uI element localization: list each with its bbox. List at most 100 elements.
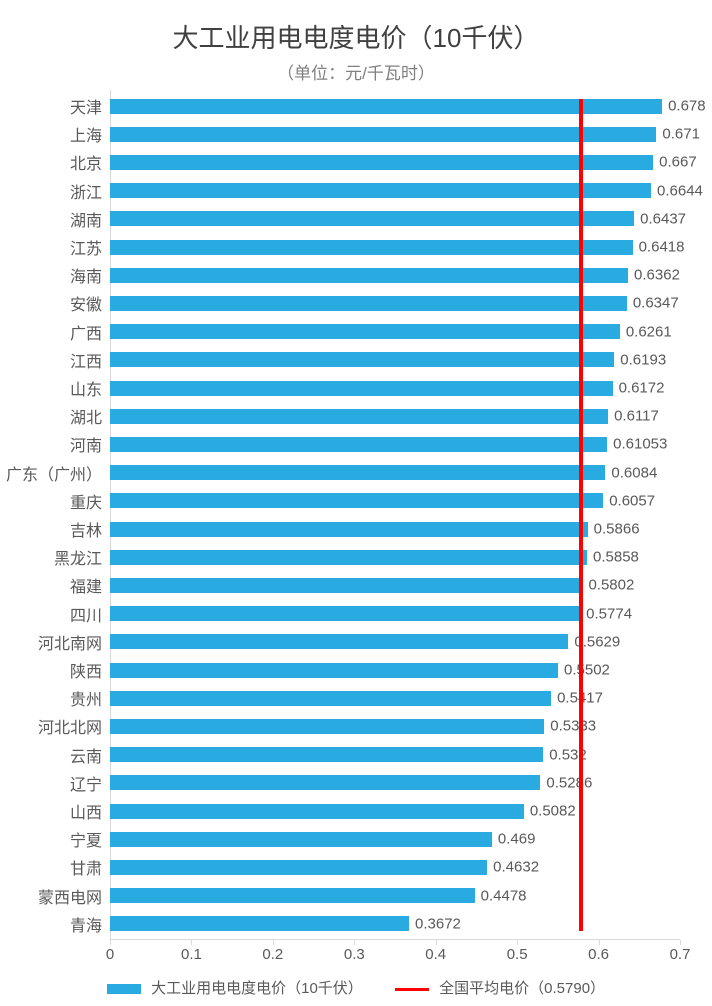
- legend: 大工业用电电度电价（10千伏） 全国平均电价（0.5790）: [0, 977, 712, 998]
- value-label: 0.5082: [530, 803, 576, 820]
- bar: [110, 775, 540, 790]
- value-label: 0.3672: [415, 915, 461, 932]
- bar-row: 贵州0.5417: [110, 684, 680, 712]
- x-tick-label: 0.5: [507, 946, 528, 963]
- value-label: 0.5866: [594, 521, 640, 538]
- bar-row: 江西0.6193: [110, 346, 680, 374]
- x-tick-mark: [436, 940, 437, 945]
- value-label: 0.6117: [614, 408, 659, 425]
- y-label: 天津: [70, 94, 102, 118]
- y-label: 辽宁: [70, 771, 102, 795]
- y-label: 北京: [70, 150, 102, 174]
- bar: [110, 437, 607, 452]
- bar: [110, 352, 614, 367]
- y-label: 福建: [70, 573, 102, 597]
- bar-row: 福建0.5802: [110, 571, 680, 599]
- bar-row: 四川0.5774: [110, 600, 680, 628]
- bar: [110, 634, 568, 649]
- bar: [110, 127, 656, 142]
- value-label: 0.4478: [481, 887, 527, 904]
- value-label: 0.678: [668, 98, 706, 115]
- bar-row: 广东（广州）0.6084: [110, 459, 680, 487]
- y-label: 贵州: [70, 686, 102, 710]
- value-label: 0.6193: [620, 351, 666, 368]
- bar: [110, 465, 605, 480]
- value-label: 0.6347: [633, 295, 679, 312]
- legend-series-label: 大工业用电电度电价（10千伏）: [151, 980, 363, 997]
- y-label: 广东（广州）: [6, 461, 102, 485]
- value-label: 0.6057: [609, 492, 655, 509]
- y-label: 青海: [70, 912, 102, 936]
- y-label: 海南: [70, 263, 102, 287]
- bar: [110, 381, 613, 396]
- bar-row: 辽宁0.5286: [110, 769, 680, 797]
- x-tick-label: 0.6: [588, 946, 609, 963]
- chart-subtitle: （单位：元/千瓦时）: [0, 59, 712, 84]
- y-label: 山西: [70, 799, 102, 823]
- y-label: 河北北网: [38, 714, 102, 738]
- bar-row: 甘肃0.4632: [110, 853, 680, 881]
- bar: [110, 578, 582, 593]
- bar-row: 北京0.667: [110, 148, 680, 176]
- bar-row: 青海0.3672: [110, 910, 680, 938]
- bar: [110, 832, 492, 847]
- value-label: 0.671: [662, 126, 700, 143]
- legend-swatch-line: [395, 988, 429, 991]
- bar-row: 上海0.671: [110, 120, 680, 148]
- bar-row: 江苏0.6418: [110, 233, 680, 261]
- bar: [110, 550, 587, 565]
- legend-item-series: 大工业用电电度电价（10千伏）: [107, 977, 363, 998]
- value-label: 0.469: [498, 831, 536, 848]
- value-label: 0.4632: [493, 859, 539, 876]
- bar-row: 云南0.532: [110, 741, 680, 769]
- value-label: 0.5502: [564, 662, 610, 679]
- y-label: 宁夏: [70, 827, 102, 851]
- y-label: 吉林: [70, 517, 102, 541]
- y-label: 上海: [70, 122, 102, 146]
- bar-row: 天津0.678: [110, 92, 680, 120]
- bar-row: 海南0.6362: [110, 261, 680, 289]
- x-tick-label: 0.3: [344, 946, 365, 963]
- y-label: 浙江: [70, 179, 102, 203]
- y-label: 云南: [70, 743, 102, 767]
- y-label: 安徽: [70, 291, 102, 315]
- bar: [110, 296, 627, 311]
- bar: [110, 522, 588, 537]
- value-label: 0.5286: [546, 774, 592, 791]
- x-tick-mark: [273, 940, 274, 945]
- x-tick-mark: [110, 940, 111, 945]
- x-tick-mark: [680, 940, 681, 945]
- y-label: 四川: [70, 602, 102, 626]
- x-tick-mark: [354, 940, 355, 945]
- x-tick-label: 0.2: [262, 946, 283, 963]
- value-label: 0.5774: [586, 605, 632, 622]
- chart-title: 大工业用电电度电价（10千伏）: [0, 0, 712, 55]
- bar-row: 黑龙江0.5858: [110, 543, 680, 571]
- bar-row: 蒙西电网0.4478: [110, 882, 680, 910]
- bar: [110, 240, 633, 255]
- value-label: 0.667: [659, 154, 697, 171]
- y-label: 河北南网: [38, 630, 102, 654]
- y-label: 山东: [70, 376, 102, 400]
- bar-row: 湖南0.6437: [110, 205, 680, 233]
- value-label: 0.5333: [550, 718, 596, 735]
- value-label: 0.6172: [619, 380, 665, 397]
- bar: [110, 268, 628, 283]
- y-label: 重庆: [70, 489, 102, 513]
- x-tick-mark: [599, 940, 600, 945]
- y-label: 广西: [70, 320, 102, 344]
- bar: [110, 691, 551, 706]
- bar: [110, 409, 608, 424]
- x-tick-mark: [191, 940, 192, 945]
- bar: [110, 747, 543, 762]
- bar-row: 安徽0.6347: [110, 289, 680, 317]
- bar: [110, 324, 620, 339]
- x-tick-label: 0.4: [425, 946, 446, 963]
- y-label: 江西: [70, 348, 102, 372]
- y-label: 湖北: [70, 404, 102, 428]
- x-tick-label: 0.7: [670, 946, 691, 963]
- bar: [110, 860, 487, 875]
- bar: [110, 888, 475, 903]
- bar-row: 山西0.5082: [110, 797, 680, 825]
- y-label: 黑龙江: [54, 545, 102, 569]
